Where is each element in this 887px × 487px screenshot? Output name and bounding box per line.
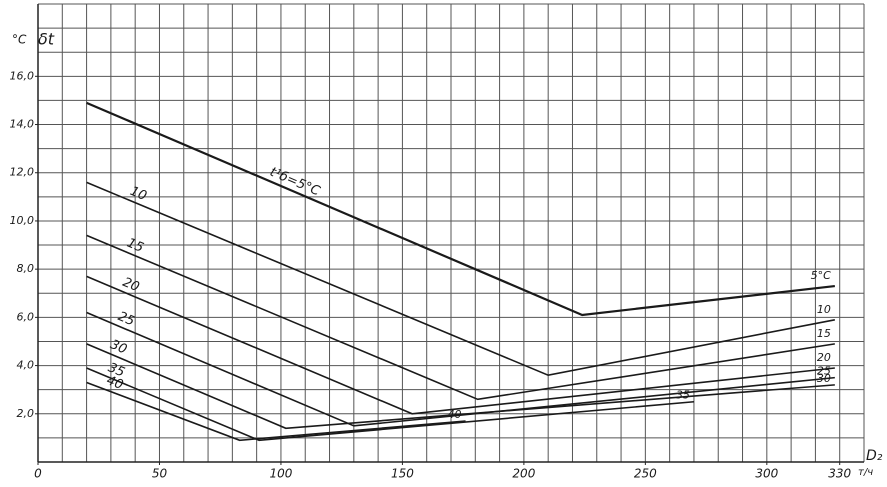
curve <box>86 381 466 442</box>
curve <box>86 101 835 317</box>
y-tick-label: 6,0 <box>17 310 35 323</box>
end-label: 15 <box>817 327 831 340</box>
x-tick-label: 100 <box>269 467 292 481</box>
end-label: 30 <box>817 372 831 385</box>
y-tick-label: 4,0 <box>17 359 35 372</box>
curve <box>86 367 695 442</box>
series-label: 20 <box>120 275 141 295</box>
end-label: 10 <box>817 303 831 316</box>
curve <box>86 275 835 415</box>
y-tick-label: 2,0 <box>17 407 35 420</box>
y-tick-label: 14,0 <box>10 118 35 131</box>
series-label: 40 <box>104 373 125 393</box>
y-tick-label: 12,0 <box>10 166 35 179</box>
curve <box>86 234 835 401</box>
series-label: 10 <box>128 184 149 204</box>
series-label: 30 <box>108 337 129 357</box>
series-label: 15 <box>125 236 146 256</box>
end-label: 5°C <box>811 269 831 282</box>
x-tick-label: 330 <box>828 467 851 481</box>
x-unit: т/ч <box>858 467 873 478</box>
end-label: 40 <box>448 408 462 421</box>
series-label: 35 <box>106 360 127 380</box>
x-tick-label: 250 <box>634 467 657 481</box>
curve <box>86 311 835 427</box>
end-label: 25 <box>817 365 831 378</box>
y-label: °C <box>12 33 27 47</box>
y-symbol: δt <box>38 30 55 49</box>
x-tick-label: 300 <box>755 467 778 481</box>
series-label: t¹б=5°C <box>267 165 323 200</box>
curve <box>86 181 835 377</box>
x-tick-label: 50 <box>152 467 168 481</box>
end-label: 20 <box>817 351 831 364</box>
y-tick-label: 10,0 <box>10 214 35 227</box>
y-tick-label: 8,0 <box>17 262 35 275</box>
series-label: 25 <box>116 309 137 329</box>
x-label: D₂ <box>866 448 883 464</box>
curve <box>86 343 835 430</box>
end-label: 35 <box>676 389 690 402</box>
x-tick-label: 0 <box>34 467 42 481</box>
x-tick-label: 200 <box>512 467 535 481</box>
x-tick-label: 150 <box>391 467 414 481</box>
y-tick-label: 16,0 <box>10 69 35 82</box>
